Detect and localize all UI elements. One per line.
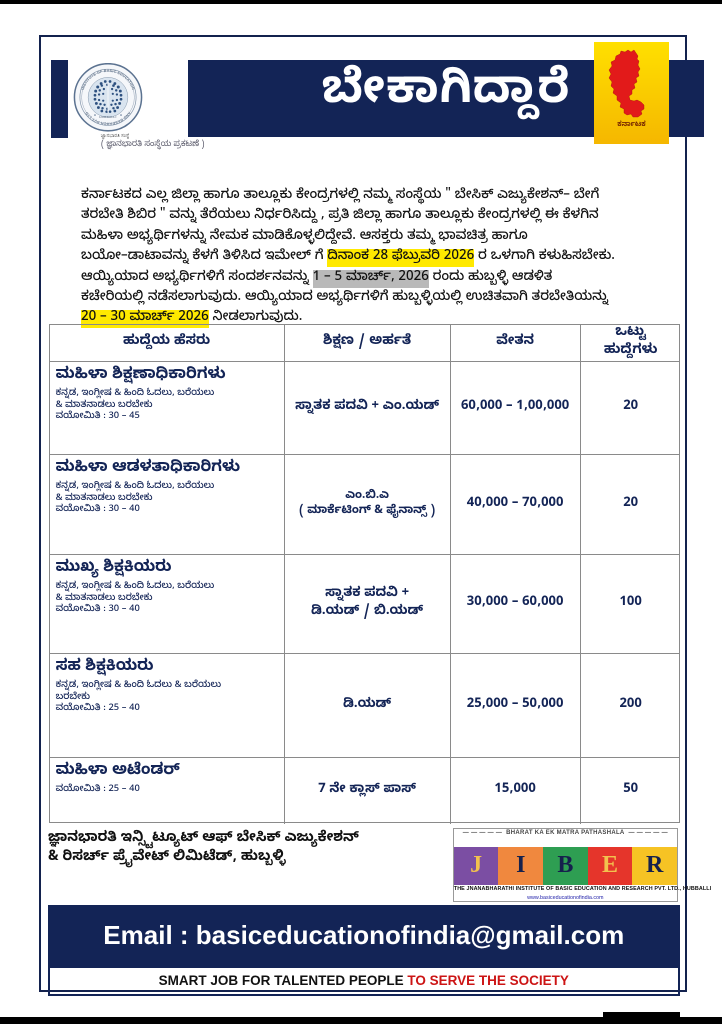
svg-text:HUBBALLI: HUBBALLI	[99, 115, 116, 119]
